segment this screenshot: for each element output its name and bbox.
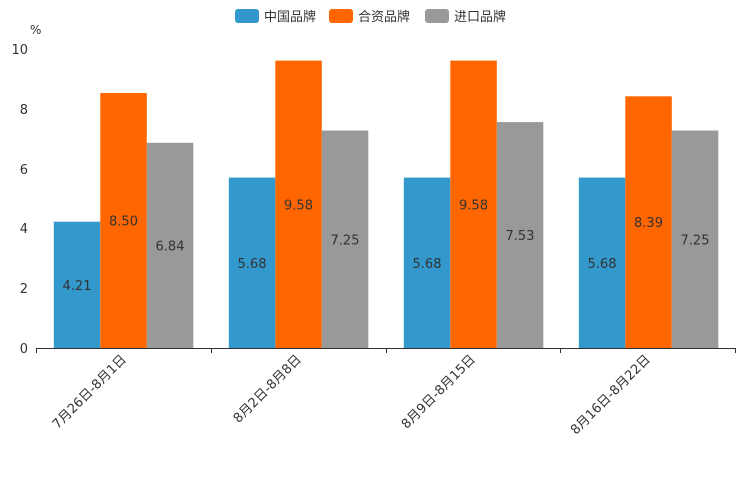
bar-value-label: 7.25 [681, 233, 710, 248]
y-tick-label: 4 [20, 222, 28, 237]
bar-value-label: 5.68 [588, 257, 617, 272]
bar-china-brand[interactable] [53, 221, 101, 348]
x-category-label: 8月2日-8月8日 [231, 352, 305, 426]
y-tick-label: 8 [20, 103, 28, 118]
bar-jv-brand[interactable] [275, 60, 322, 348]
bar-china-brand[interactable] [578, 177, 626, 348]
x-axis-ticks [36, 348, 736, 353]
bar-jv-brand[interactable] [625, 96, 672, 348]
bar-jv-brand[interactable] [100, 93, 147, 348]
y-axis-ticks: 0 2 4 6 8 10 [11, 43, 28, 357]
bar-import-brand[interactable] [146, 142, 194, 348]
bars-group [53, 60, 719, 349]
bar-china-brand[interactable] [403, 177, 451, 348]
bar-import-brand[interactable] [671, 130, 719, 349]
bar-value-label: 9.58 [459, 198, 488, 213]
bar-import-brand[interactable] [321, 130, 369, 349]
y-axis-unit-label: % [30, 23, 41, 37]
bar-value-label: 7.53 [506, 229, 535, 244]
y-tick-label: 0 [20, 342, 28, 357]
bar-value-label: 8.39 [634, 216, 663, 231]
bar-jv-brand[interactable] [450, 60, 497, 348]
legend-swatch-china-brand[interactable] [235, 9, 259, 23]
bar-labels-group: 4.21 8.50 6.84 5.68 9.58 7.25 5.68 9.58 7.53 5.68… [63, 198, 710, 294]
bar-value-label: 5.68 [238, 257, 267, 272]
x-category-label: 7月26日-8月1日 [50, 352, 130, 432]
bar-value-label: 7.25 [331, 233, 360, 248]
bar-value-label: 9.58 [284, 198, 313, 213]
y-tick-label: 10 [11, 43, 28, 58]
y-tick-label: 2 [20, 282, 28, 297]
x-category-label: 8月9日-8月15日 [399, 352, 479, 432]
bar-import-brand[interactable] [496, 122, 544, 348]
bar-china-brand[interactable] [228, 177, 276, 348]
x-axis-labels: 7月26日-8月1日 8月2日-8月8日 8月9日-8月15日 8月16日-8月… [50, 352, 654, 438]
bar-value-label: 4.21 [63, 279, 92, 294]
bar-value-label: 5.68 [413, 257, 442, 272]
bar-value-label: 8.50 [109, 215, 138, 230]
legend-label-import-brand[interactable]: 进口品牌 [454, 9, 506, 25]
legend-swatch-jv-brand[interactable] [329, 9, 353, 23]
legend-label-jv-brand[interactable]: 合资品牌 [358, 9, 410, 25]
bar-value-label: 6.84 [156, 239, 185, 254]
legend-swatch-import-brand[interactable] [425, 9, 449, 23]
x-category-label: 8月16日-8月22日 [568, 352, 654, 438]
legend-label-china-brand[interactable]: 中国品牌 [264, 9, 316, 25]
y-tick-label: 6 [20, 163, 28, 178]
legend: 中国品牌 合资品牌 进口品牌 [235, 9, 506, 25]
